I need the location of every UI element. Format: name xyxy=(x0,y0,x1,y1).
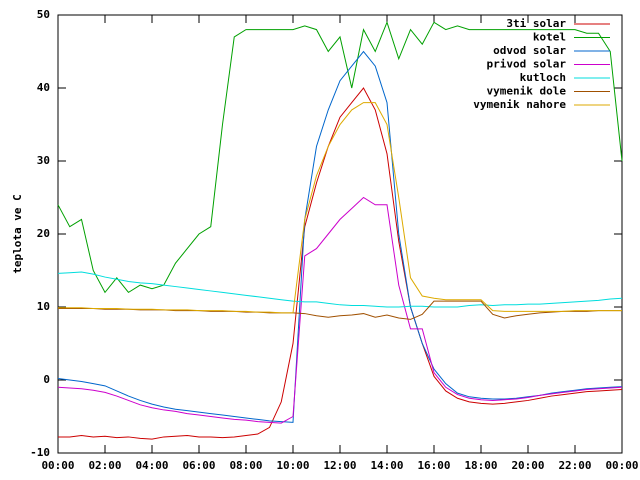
series-line xyxy=(58,300,622,320)
x-tick-label: 04:00 xyxy=(135,459,168,472)
x-tick-label: 02:00 xyxy=(88,459,121,472)
series-line xyxy=(57,20,623,294)
legend-label: odvod solar xyxy=(493,44,566,57)
y-tick-label: 40 xyxy=(37,81,50,94)
y-tick-label: 0 xyxy=(43,373,50,386)
legend-label: kotel xyxy=(533,31,566,44)
y-tick-label: 20 xyxy=(37,227,50,240)
series-line xyxy=(58,102,622,314)
series-line xyxy=(57,50,623,423)
series-line xyxy=(57,271,623,308)
y-tick-label: -10 xyxy=(30,446,50,459)
x-tick-label: 10:00 xyxy=(276,459,309,472)
x-tick-label: 00:00 xyxy=(605,459,638,472)
x-tick-label: 16:00 xyxy=(417,459,450,472)
series-line xyxy=(57,196,623,424)
x-tick-label: 14:00 xyxy=(370,459,403,472)
y-axis-label: teplota ve C xyxy=(11,194,24,273)
legend-label: kutloch xyxy=(520,71,566,84)
x-tick-label: 00:00 xyxy=(41,459,74,472)
x-tick-label: 08:00 xyxy=(229,459,262,472)
series-line xyxy=(58,87,623,440)
legend-label: vymenik nahore xyxy=(473,98,566,111)
legend-label: 3ti solar xyxy=(506,17,566,30)
x-tick-label: 12:00 xyxy=(323,459,356,472)
x-tick-label: 06:00 xyxy=(182,459,215,472)
x-tick-label: 20:00 xyxy=(511,459,544,472)
x-tick-label: 18:00 xyxy=(464,459,497,472)
plot-frame xyxy=(57,14,623,454)
legend-label: privod solar xyxy=(487,58,567,71)
y-tick-label: 10 xyxy=(37,300,50,313)
x-tick-label: 22:00 xyxy=(558,459,591,472)
y-tick-label: 50 xyxy=(37,8,50,21)
legend-label: vymenik dole xyxy=(487,85,567,98)
y-tick-label: 30 xyxy=(37,154,50,167)
